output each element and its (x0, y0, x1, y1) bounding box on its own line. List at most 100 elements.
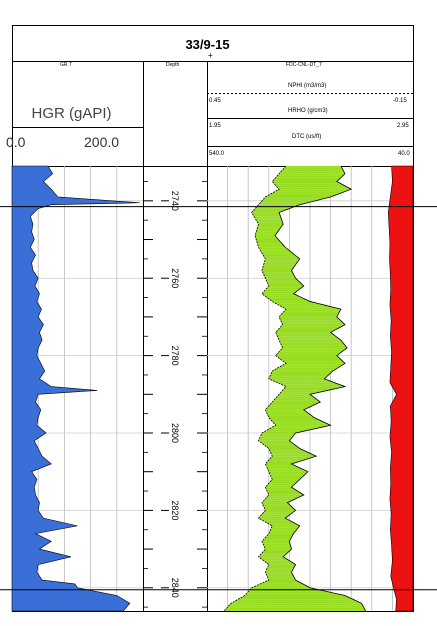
crossover-fill (252, 214, 281, 217)
crossover-fill (267, 492, 304, 495)
crossover-fill (269, 299, 310, 302)
crossover-fill (265, 522, 297, 524)
crossover-fill (261, 268, 293, 271)
crossover-fill (225, 607, 365, 610)
crossover-fill (256, 239, 281, 242)
crossover-fill (267, 491, 301, 493)
crossover-fill (253, 216, 282, 219)
crossover-fill (265, 496, 300, 499)
crossover-fill (263, 196, 331, 199)
crossover-fill (267, 282, 302, 285)
crossover-fill (272, 425, 331, 428)
crossover-fill (272, 181, 341, 184)
crossover-fill (261, 541, 290, 544)
crossover-fill (255, 233, 277, 236)
crossover-fill (261, 433, 296, 435)
crossover-fill (273, 398, 318, 401)
crossover-fill (263, 498, 296, 501)
hgr-scale-max: 200.0 (84, 134, 120, 150)
crossover-fill (261, 500, 292, 503)
crossover-fill (275, 353, 340, 356)
crossover-fill (263, 444, 298, 447)
crossover-fill (231, 601, 362, 604)
crossover-fill (258, 438, 291, 441)
crossover-fill (265, 487, 295, 490)
crossover-fill (269, 374, 329, 377)
crossover-fill (271, 525, 300, 528)
crossover-fill (266, 411, 309, 414)
crossover-fill (264, 276, 296, 279)
crossover-fill (265, 462, 298, 464)
crossover-fill (264, 258, 300, 261)
dtc-fill (387, 165, 414, 612)
crossover-fill (268, 427, 322, 430)
crossover-fill (255, 583, 307, 586)
crossover-fill (263, 537, 292, 540)
crossover-fill (256, 227, 281, 230)
hrho-scale-min: 1.95 (209, 123, 221, 129)
crossover-fill (267, 413, 312, 416)
crossover-fill (279, 318, 341, 321)
crossover-fill (265, 287, 302, 290)
crossover-fill (277, 382, 340, 385)
crossover-fill (268, 376, 327, 379)
crossover-fill (267, 467, 304, 470)
crossover-fill (276, 334, 336, 337)
crossover-fill (266, 574, 294, 577)
crossover-fill (262, 266, 295, 269)
crossover-fill (258, 202, 308, 205)
crossover-fill (275, 355, 339, 358)
nphi-curve-label: NPHI (m3/m3) (288, 83, 327, 89)
crossover-fill (268, 403, 317, 406)
crossover-fill (227, 605, 364, 608)
crossover-fill (244, 593, 346, 596)
crossover-fill (260, 200, 316, 203)
crossover-fill (256, 241, 282, 244)
crossover-fill (275, 185, 348, 188)
depth-track-header: Depth (166, 62, 180, 68)
crossover-fill (255, 235, 277, 238)
crossover-fill (277, 173, 346, 176)
crossover-fill (273, 183, 344, 186)
crossover-fill (267, 566, 295, 569)
crossover-fill (270, 456, 317, 459)
crossover-fill (265, 195, 336, 197)
nphi-scale-max: -0.15 (393, 98, 407, 104)
crossover-fill (261, 270, 293, 273)
crossover-fill (229, 603, 363, 606)
crossover-fill (258, 247, 288, 250)
crossover-fill (251, 212, 280, 215)
crossover-fill (278, 357, 341, 360)
crossover-fill (261, 558, 290, 561)
crossover-fill (257, 243, 284, 246)
crossover-fill (277, 394, 313, 397)
crossover-fill (262, 504, 292, 507)
crossover-fill (224, 609, 366, 611)
crossover-fill (241, 595, 350, 598)
crossover-fill (260, 514, 291, 517)
crossover-fill (268, 193, 341, 196)
crossover-fill (257, 225, 282, 228)
crossover-fill (264, 508, 296, 511)
crossover-fill (266, 568, 294, 571)
dtc-scale-min: 540.0 (209, 151, 225, 157)
crossover-fill (273, 177, 341, 180)
crossover-fill (251, 210, 285, 213)
nphi-scale-min: 0.45 (209, 98, 221, 104)
crossover-fill (280, 320, 343, 323)
crossover-fill (267, 533, 294, 536)
crossover-fill (266, 280, 300, 283)
crossover-fill (267, 494, 304, 497)
crossover-fill (265, 535, 293, 538)
crossover-fill (265, 409, 307, 412)
crossover-fill (273, 380, 335, 383)
crossover-fill (255, 218, 282, 221)
crossover-fill (263, 264, 296, 267)
crossover-fill (271, 371, 333, 374)
crossover-fill (269, 473, 306, 476)
left-track-header: GR 7 (60, 62, 72, 68)
crossover-fill (260, 552, 288, 555)
crossover-fill (272, 179, 339, 182)
crossover-fill (263, 560, 293, 563)
